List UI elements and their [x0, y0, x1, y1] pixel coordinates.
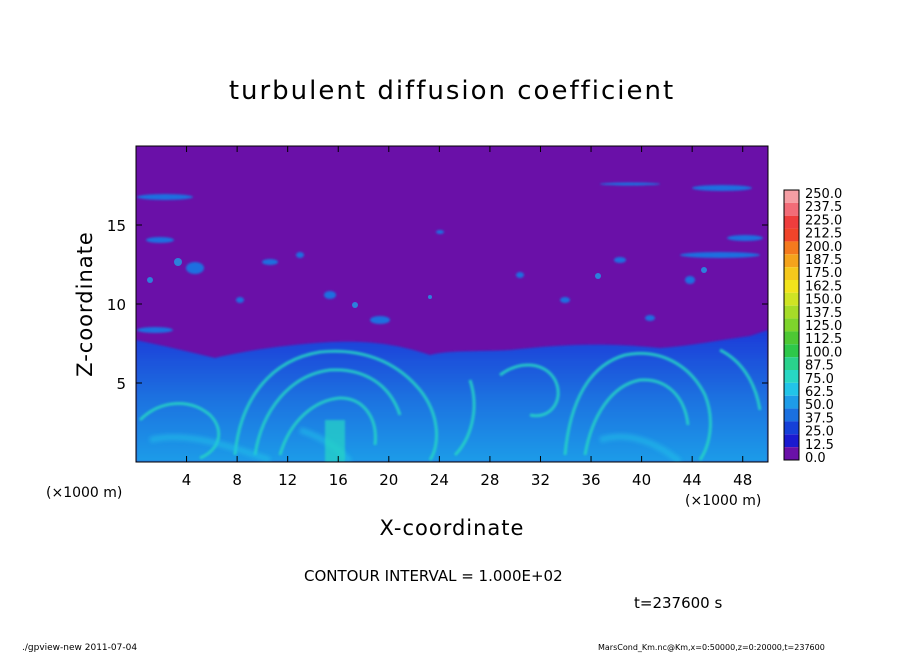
x-tick-label: 24 — [430, 471, 449, 489]
x-unit-label-right: (×1000 m) — [685, 493, 761, 509]
colorbar-swatch — [784, 241, 799, 255]
x-tick-label: 8 — [232, 471, 242, 489]
x-tick-label: 12 — [278, 471, 297, 489]
colorbar-label: 225.0 — [805, 213, 842, 228]
colorbar-swatch — [784, 318, 799, 332]
x-tick-label: 40 — [632, 471, 651, 489]
x-tick-label: 36 — [581, 471, 600, 489]
colorbar-label: 125.0 — [805, 319, 842, 334]
x-tick-label: 44 — [683, 471, 702, 489]
colorbar-label: 137.5 — [805, 306, 842, 321]
colorbar-swatch — [784, 421, 799, 435]
colorbar-label: 250.0 — [805, 187, 842, 202]
colorbar: 250.0237.5225.0212.5200.0187.5175.0162.5… — [783, 187, 842, 466]
colorbar-swatch — [784, 370, 799, 383]
y-axis-title: Z-coordinate — [73, 231, 97, 377]
x-tick-label: 4 — [182, 471, 192, 489]
colorbar-label: 162.5 — [805, 279, 842, 294]
colorbar-swatch — [784, 447, 799, 460]
y-axis: 5 10 15 — [107, 217, 768, 393]
colorbar-label: 112.5 — [805, 332, 842, 347]
colorbar-swatch — [784, 202, 799, 216]
chart-title: turbulent diffusion coefficient — [228, 76, 676, 106]
x-tick-label: 20 — [379, 471, 398, 489]
colorbar-swatch — [784, 357, 799, 370]
colorbar-label: 200.0 — [805, 240, 842, 255]
colorbar-frame — [783, 189, 800, 461]
colorbar-swatch — [784, 434, 799, 448]
colorbar-swatch — [784, 408, 799, 422]
y-tick-label: 15 — [107, 217, 126, 235]
colorbar-label: 0.0 — [805, 451, 826, 466]
colorbar-swatch — [784, 331, 799, 345]
colorbar-label: 150.0 — [805, 293, 842, 308]
colorbar-swatch — [784, 190, 799, 203]
colorbar-swatch — [784, 305, 799, 319]
colorbar-label: 87.5 — [805, 359, 834, 374]
x-tick-label: 16 — [329, 471, 348, 489]
colorbar-label: 75.0 — [805, 372, 834, 387]
colorbar-label: 212.5 — [805, 227, 842, 242]
colorbar-label: 12.5 — [805, 438, 834, 453]
y-tick-label: 5 — [116, 375, 126, 393]
contour-interval-label: CONTOUR INTERVAL = 1.000E+02 — [304, 567, 563, 585]
colorbar-label: 37.5 — [805, 411, 834, 426]
colorbar-swatch — [784, 344, 799, 358]
x-axis-title: X-coordinate — [380, 516, 525, 540]
footer-program-label: ./gpview-new 2011-07-04 — [22, 643, 138, 653]
colorbar-label: 237.5 — [805, 200, 842, 215]
y-tick-label: 10 — [107, 296, 126, 314]
boundary-layer — [136, 330, 768, 462]
x-tick-label: 48 — [733, 471, 752, 489]
colorbar-label: 62.5 — [805, 385, 834, 400]
x-unit-label-left: (×1000 m) — [46, 485, 122, 501]
colorbar-swatch — [784, 228, 799, 242]
colorbar-swatch — [784, 254, 799, 268]
colorbar-label: 175.0 — [805, 266, 842, 281]
colorbar-swatch — [784, 382, 799, 396]
colorbar-label: 187.5 — [805, 253, 842, 268]
upper-streaks — [137, 182, 763, 333]
colorbar-swatch — [784, 292, 799, 306]
colorbar-swatch — [784, 267, 799, 280]
colorbar-label: 100.0 — [805, 345, 842, 360]
x-axis: 4 8 12 16 20 24 28 32 36 40 44 48 — [182, 146, 752, 489]
footer-file-label: MarsCond_Km.nc@Km,x=0:50000,z=0:20000,t=… — [598, 643, 825, 652]
colorbar-label: 50.0 — [805, 398, 834, 413]
colorbar-swatch — [784, 395, 799, 409]
colorbar-label: 25.0 — [805, 425, 834, 440]
eddy-swirls — [138, 348, 762, 461]
heatmap-field — [136, 146, 768, 462]
x-tick-label: 32 — [531, 471, 550, 489]
x-tick-label: 28 — [480, 471, 499, 489]
colorbar-swatch — [784, 215, 799, 229]
colorbar-swatch — [784, 280, 799, 293]
time-label: t=237600 s — [634, 594, 723, 612]
